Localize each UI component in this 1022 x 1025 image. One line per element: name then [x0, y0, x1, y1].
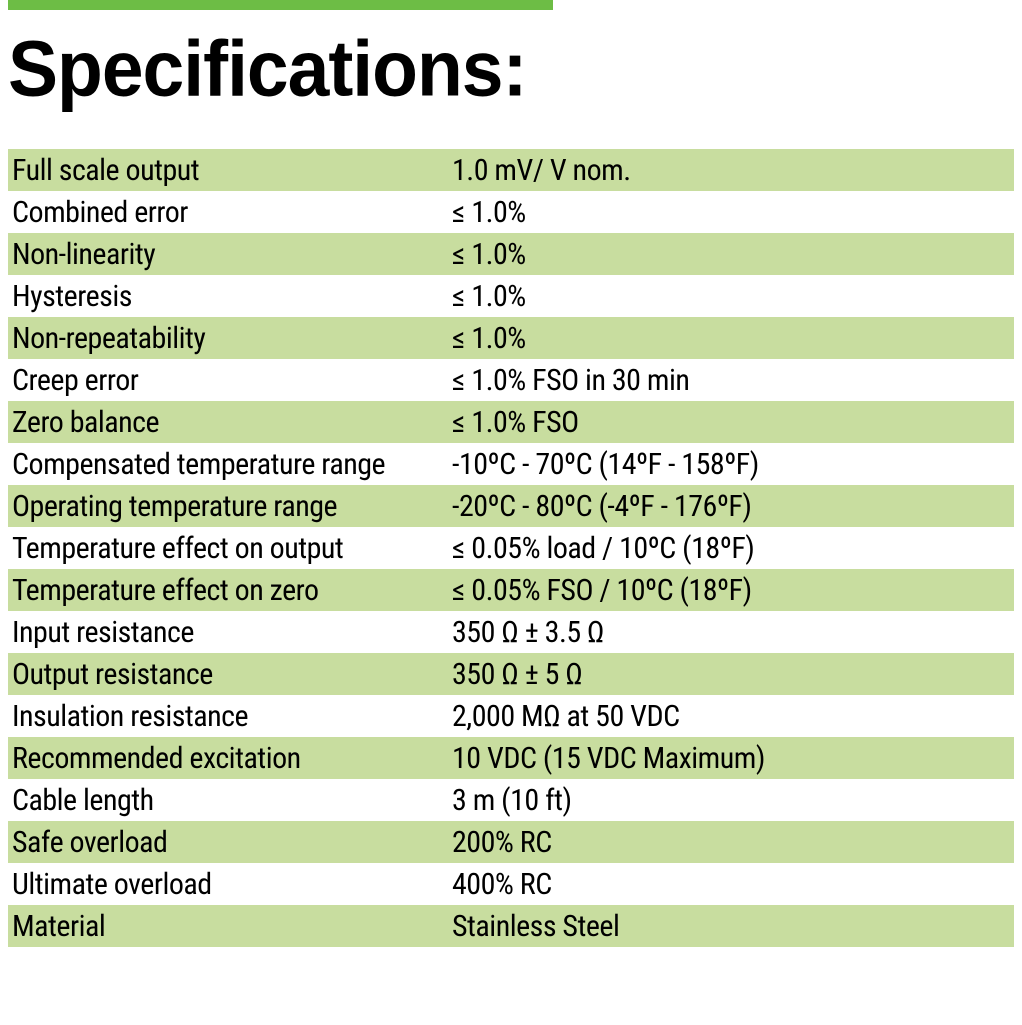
spec-value: Stainless Steel [448, 905, 1014, 947]
table-row: Operating temperature range-20ºC - 80ºC … [8, 485, 1014, 527]
table-row: Non-repeatability≤ 1.0% [8, 317, 1014, 359]
table-row: Non-linearity≤ 1.0% [8, 233, 1014, 275]
spec-value: 350 Ω ± 5 Ω [448, 653, 1014, 695]
table-row: Hysteresis≤ 1.0% [8, 275, 1014, 317]
table-body: Full scale output1.0 mV/ V nom.Combined … [8, 149, 1014, 947]
spec-label: Combined error [8, 191, 448, 233]
specs-table: Full scale output1.0 mV/ V nom.Combined … [8, 149, 1014, 947]
table-row: Combined error≤ 1.0% [8, 191, 1014, 233]
spec-label: Material [8, 905, 448, 947]
spec-label: Creep error [8, 359, 448, 401]
spec-value: 3 m (10 ft) [448, 779, 1014, 821]
spec-value: 2,000 MΩ at 50 VDC [448, 695, 1014, 737]
spec-value: ≤ 0.05% load / 10ºC (18ºF) [448, 527, 1014, 569]
spec-value: -20ºC - 80ºC (-4ºF - 176ºF) [448, 485, 1014, 527]
table-row: Temperature effect on zero≤ 0.05% FSO / … [8, 569, 1014, 611]
spec-value: 400% RC [448, 863, 1014, 905]
table-row: Recommended excitation10 VDC (15 VDC Max… [8, 737, 1014, 779]
spec-label: Non-repeatability [8, 317, 448, 359]
spec-value: -10ºC - 70ºC (14ºF - 158ºF) [448, 443, 1014, 485]
spec-label: Full scale output [8, 149, 448, 191]
spec-label: Cable length [8, 779, 448, 821]
spec-value: ≤ 1.0% [448, 191, 1014, 233]
spec-value: 1.0 mV/ V nom. [448, 149, 1014, 191]
table-row: Zero balance≤ 1.0% FSO [8, 401, 1014, 443]
table-row: Cable length3 m (10 ft) [8, 779, 1014, 821]
spec-label: Operating temperature range [8, 485, 448, 527]
spec-value: 350 Ω ± 3.5 Ω [448, 611, 1014, 653]
spec-label: Zero balance [8, 401, 448, 443]
table-row: Temperature effect on output≤ 0.05% load… [8, 527, 1014, 569]
table-row: Output resistance350 Ω ± 5 Ω [8, 653, 1014, 695]
table-row: MaterialStainless Steel [8, 905, 1014, 947]
table-row: Ultimate overload400% RC [8, 863, 1014, 905]
spec-label: Output resistance [8, 653, 448, 695]
spec-label: Temperature effect on zero [8, 569, 448, 611]
spec-value: 200% RC [448, 821, 1014, 863]
table-row: Insulation resistance2,000 MΩ at 50 VDC [8, 695, 1014, 737]
spec-label: Input resistance [8, 611, 448, 653]
page-title: Specifications: [8, 23, 1014, 113]
table-row: Full scale output1.0 mV/ V nom. [8, 149, 1014, 191]
spec-value: ≤ 1.0% [448, 317, 1014, 359]
spec-label: Safe overload [8, 821, 448, 863]
spec-label: Recommended excitation [8, 737, 448, 779]
table-row: Safe overload200% RC [8, 821, 1014, 863]
spec-label: Ultimate overload [8, 863, 448, 905]
spec-label: Hysteresis [8, 275, 448, 317]
spec-label: Non-linearity [8, 233, 448, 275]
table-row: Input resistance350 Ω ± 3.5 Ω [8, 611, 1014, 653]
spec-value: ≤ 1.0% FSO in 30 min [448, 359, 1014, 401]
spec-value: ≤ 0.05% FSO / 10ºC (18ºF) [448, 569, 1014, 611]
page-container: Specifications: Full scale output1.0 mV/… [0, 0, 1022, 947]
table-row: Compensated temperature range-10ºC - 70º… [8, 443, 1014, 485]
spec-value: ≤ 1.0% [448, 233, 1014, 275]
spec-value: 10 VDC (15 VDC Maximum) [448, 737, 1014, 779]
spec-label: Compensated temperature range [8, 443, 448, 485]
table-row: Creep error≤ 1.0% FSO in 30 min [8, 359, 1014, 401]
accent-bar [8, 0, 553, 10]
spec-value: ≤ 1.0% [448, 275, 1014, 317]
spec-value: ≤ 1.0% FSO [448, 401, 1014, 443]
spec-label: Insulation resistance [8, 695, 448, 737]
spec-label: Temperature effect on output [8, 527, 448, 569]
